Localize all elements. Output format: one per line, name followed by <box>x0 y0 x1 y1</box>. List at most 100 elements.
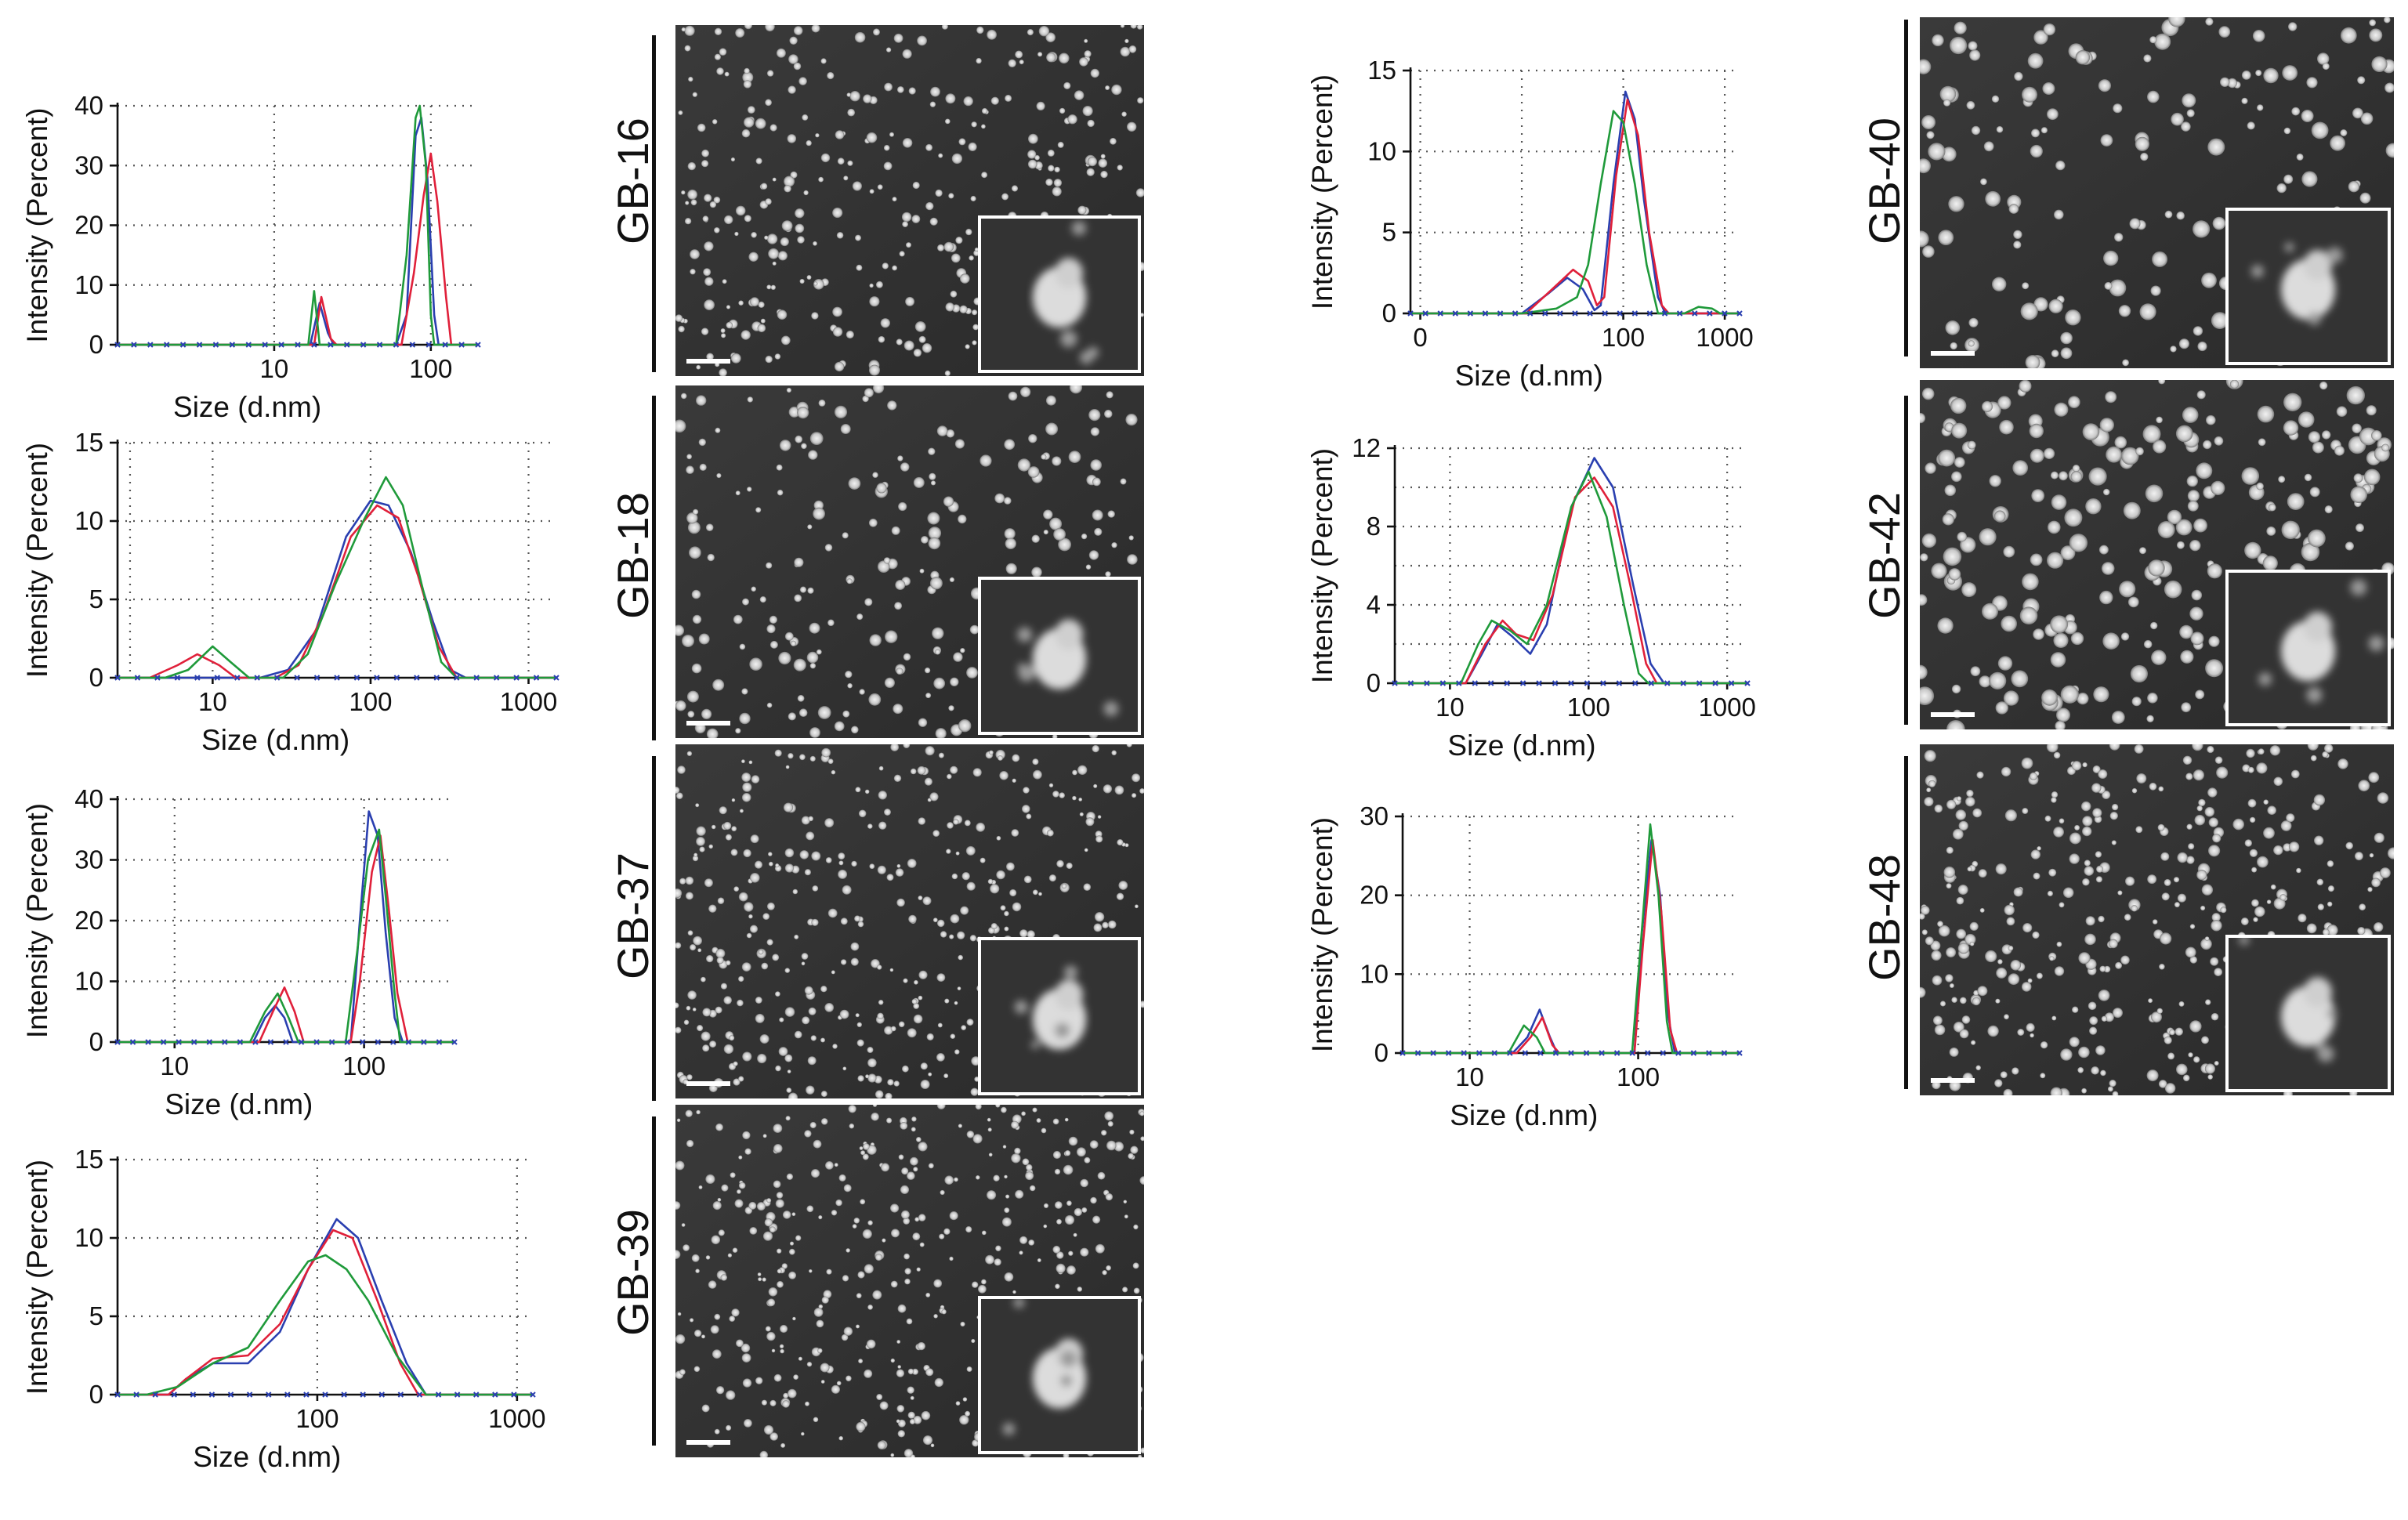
particle <box>1939 85 1957 103</box>
particle <box>922 1435 933 1446</box>
particle <box>766 1198 772 1203</box>
particle <box>1027 150 1037 159</box>
particle <box>802 114 809 121</box>
particle <box>712 1349 722 1359</box>
particle <box>686 1139 694 1148</box>
particle <box>905 296 915 306</box>
particle <box>2100 134 2113 147</box>
particle <box>1052 791 1059 798</box>
particle <box>1001 193 1009 201</box>
particle <box>860 1150 866 1156</box>
particle <box>1064 1214 1075 1225</box>
baseline-marker <box>1587 310 1593 317</box>
particle <box>1995 701 2008 715</box>
particle <box>749 1227 758 1235</box>
particle <box>929 792 939 802</box>
particle <box>1938 925 1950 937</box>
particle <box>945 302 954 312</box>
baseline-marker <box>374 675 380 681</box>
particle <box>763 1424 774 1435</box>
particle <box>910 1156 918 1166</box>
particle <box>776 1192 784 1199</box>
particle <box>2308 431 2320 443</box>
particle <box>744 25 752 30</box>
particle <box>713 196 721 204</box>
particle <box>748 914 753 919</box>
particle <box>715 427 721 433</box>
baseline-marker <box>393 675 400 681</box>
particle <box>2204 1063 2215 1074</box>
particle <box>797 407 809 419</box>
particle <box>2249 849 2258 857</box>
particle <box>1979 907 1985 913</box>
particle <box>972 1134 983 1144</box>
particle <box>1117 839 1124 846</box>
particle <box>1127 554 1138 565</box>
baseline-marker <box>229 342 236 348</box>
particle <box>903 744 911 748</box>
particle <box>862 395 869 403</box>
baseline-marker <box>513 675 520 681</box>
particle <box>969 624 979 635</box>
particle <box>2290 769 2300 779</box>
particle <box>863 1143 870 1150</box>
particle <box>886 874 894 881</box>
particle <box>806 1362 813 1367</box>
particle <box>903 653 911 661</box>
particle <box>1132 1262 1139 1269</box>
particle <box>764 1218 773 1227</box>
particle <box>2060 331 2073 345</box>
particle <box>2359 903 2366 911</box>
particle <box>878 765 884 771</box>
particle <box>784 176 795 187</box>
particle <box>883 144 890 151</box>
inset-particle <box>1060 1374 1073 1387</box>
particle <box>2196 805 2203 812</box>
particle <box>2109 812 2118 820</box>
particle <box>2186 109 2195 118</box>
y-tick-label: 15 <box>74 1145 103 1174</box>
particle <box>757 324 766 333</box>
particle <box>1072 769 1077 776</box>
particle <box>813 507 825 520</box>
particle <box>919 1242 925 1247</box>
particle <box>2026 1022 2035 1032</box>
particle <box>2296 153 2304 161</box>
particle <box>738 1076 744 1082</box>
particle <box>936 1053 945 1062</box>
particle <box>884 1026 893 1035</box>
particle <box>818 1215 823 1220</box>
particle <box>894 602 903 610</box>
particle <box>2098 915 2105 923</box>
particle <box>704 194 712 202</box>
particle <box>974 247 979 252</box>
particle <box>2189 956 2197 964</box>
particle <box>1948 568 1961 581</box>
particle <box>2257 405 2275 423</box>
particle <box>849 91 860 102</box>
particle <box>1004 439 1016 451</box>
particle <box>2050 652 2066 668</box>
particle <box>750 834 759 844</box>
particle <box>846 1248 850 1253</box>
particle <box>1100 170 1108 179</box>
particle <box>1054 1168 1061 1175</box>
particle <box>2157 521 2175 538</box>
series-line-blue <box>1403 838 1740 1055</box>
baseline-marker <box>492 1392 498 1398</box>
particle <box>691 1254 700 1262</box>
particle <box>2065 309 2081 326</box>
particle <box>816 649 822 655</box>
particle <box>1084 50 1092 58</box>
particle <box>1053 528 1066 541</box>
baseline-marker <box>1722 310 1728 317</box>
y-axis-label: Intensity (Percent) <box>1306 74 1338 309</box>
particle <box>744 1148 751 1155</box>
particle <box>1074 1207 1082 1217</box>
particle <box>834 361 845 372</box>
particle <box>2078 1046 2090 1059</box>
particle <box>950 1033 956 1039</box>
particle <box>832 1044 838 1049</box>
particle <box>1054 1201 1063 1209</box>
